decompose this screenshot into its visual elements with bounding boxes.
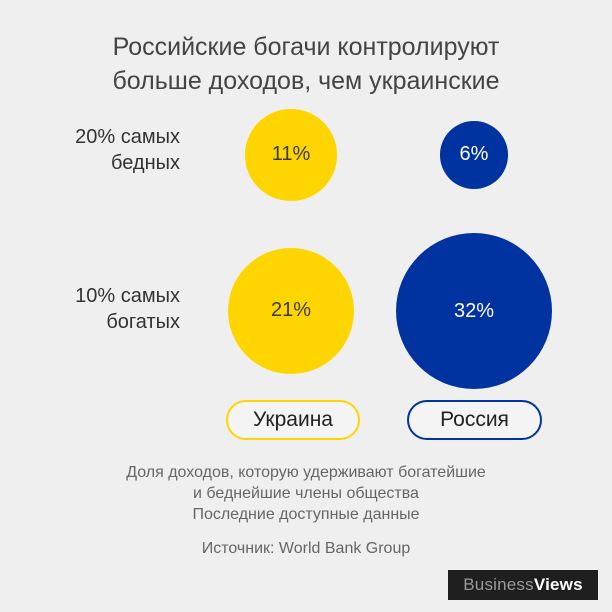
chart-source: Источник: World Bank Group (201, 540, 411, 557)
chart-note-line-2: и беднейшие члены общества (193, 485, 419, 502)
bubble-label-russia-richest: 32% (453, 299, 495, 322)
legend-russia-label: Россия (440, 408, 509, 431)
brand-logo-part-1: Business (463, 575, 534, 594)
brand-logo-part-2: Views (533, 575, 583, 594)
chart-note-line-1: Доля доходов, которую удерживают богатей… (126, 464, 486, 481)
row-label-richest-line-1: 10% самых (75, 285, 180, 307)
bubble-russia-richest: 32% (396, 233, 552, 389)
row-label-poorest-line-1: 20% самых (75, 126, 180, 148)
chart-title-line-2: больше доходов, чем украинские (112, 67, 500, 95)
bubble-label-ukraine-richest: 21% (270, 299, 311, 322)
bubble-ukraine-poorest: 11% (245, 109, 337, 201)
row-label-richest: 10% самых богатых (30, 283, 180, 335)
row-label-richest-line-2: богатых (106, 311, 180, 333)
row-label-poorest-line-2: бедных (110, 152, 180, 174)
bubble-label-ukraine-poorest: 11% (271, 143, 311, 166)
bubble-russia-poorest: 6% (440, 121, 508, 189)
legend-ukraine-label: Украина (253, 408, 333, 431)
legend-russia: Россия (407, 400, 542, 440)
row-label-poorest: 20% самых бедных (30, 124, 180, 176)
chart-title: Российские богачи контролируют больше до… (0, 30, 612, 98)
legend-ukraine: Украина (226, 400, 360, 440)
chart-title-line-1: Российские богачи контролируют (112, 33, 500, 61)
brand-logo: Business Views (448, 570, 598, 600)
chart-note: Доля доходов, которую удерживают богатей… (0, 462, 612, 525)
bubble-ukraine-richest: 21% (227, 247, 355, 375)
bubble-label-russia-poorest: 6% (459, 143, 489, 166)
chart-note-line-3: Последние доступные данные (192, 506, 420, 523)
